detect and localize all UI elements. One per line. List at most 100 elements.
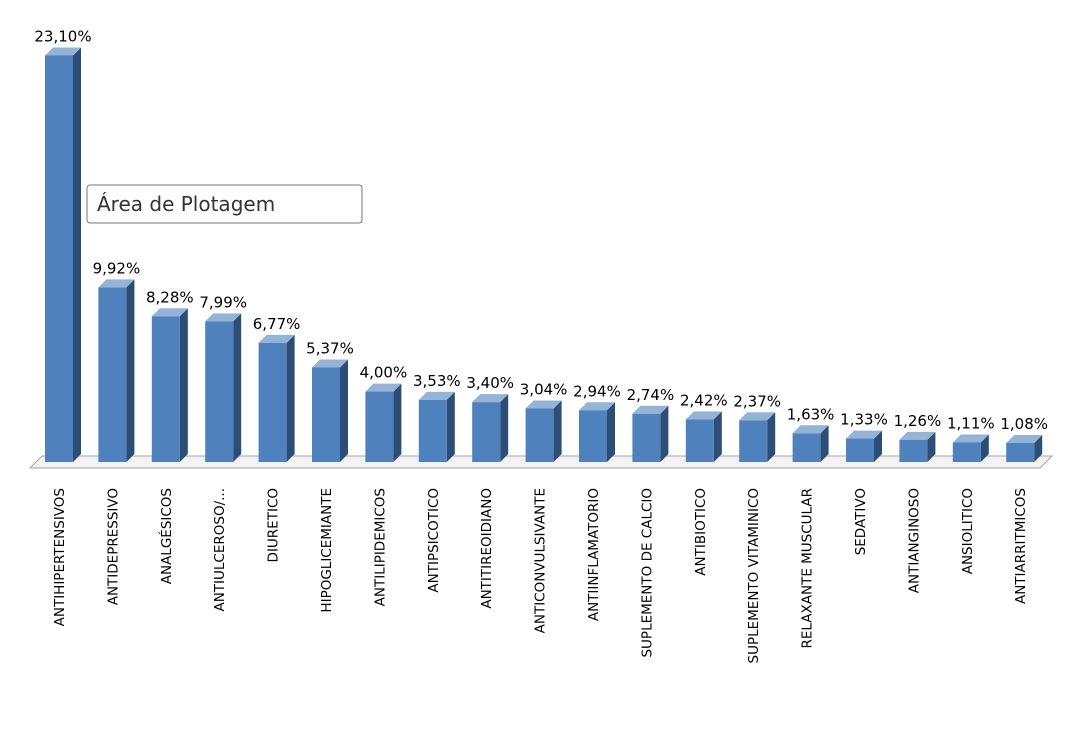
bar xyxy=(525,408,554,462)
bar xyxy=(899,439,928,462)
bar-top xyxy=(472,394,509,403)
x-tick-label: SEDATIVO xyxy=(853,488,869,555)
bar-side xyxy=(340,359,348,462)
value-label: 3,40% xyxy=(466,374,514,392)
value-label: 8,28% xyxy=(146,288,194,306)
bar-top xyxy=(739,412,776,421)
x-tick-label: ANSIOLITICO xyxy=(960,488,976,574)
bar-side xyxy=(286,334,295,462)
value-label: 2,42% xyxy=(680,391,728,409)
bar-top xyxy=(792,425,829,434)
tooltip-text: Área de Plotagem xyxy=(97,192,275,216)
x-tick-label: ANTIULCEROSO/... xyxy=(212,488,228,612)
x-tick-label: ANTIHIPERTENSIVOS xyxy=(52,488,68,626)
bar-side xyxy=(233,313,242,462)
bar-side xyxy=(980,434,989,462)
value-label: 1,63% xyxy=(787,405,835,423)
bar xyxy=(792,433,821,462)
bar-top xyxy=(579,402,615,411)
value-label: 4,00% xyxy=(360,364,408,382)
bar xyxy=(685,419,714,462)
bar-top xyxy=(365,383,402,392)
bar-side xyxy=(73,47,81,462)
bar xyxy=(45,55,73,462)
bar xyxy=(312,367,340,462)
bar-side xyxy=(1034,434,1043,462)
tooltip-box xyxy=(86,184,363,224)
bar xyxy=(98,287,127,462)
x-tick-label: ANTIPSICOTICO xyxy=(426,488,442,593)
bar xyxy=(739,420,768,462)
x-tick-label: ANTIARRITMICOS xyxy=(1013,488,1029,604)
bar xyxy=(258,342,287,462)
x-tick-label: ANTICONVULSIVANTE xyxy=(533,488,549,633)
value-label: 5,37% xyxy=(306,339,354,357)
x-tick-label: ANTIBIOTICO xyxy=(693,488,709,576)
bar-side xyxy=(446,391,455,462)
value-label: 1,26% xyxy=(894,412,942,430)
bar-side xyxy=(660,405,669,462)
bar-top xyxy=(899,431,936,440)
bar-top xyxy=(312,359,348,368)
value-label: 9,92% xyxy=(93,259,141,277)
bar-side xyxy=(927,431,936,462)
bar-top xyxy=(151,308,188,317)
value-label: 2,94% xyxy=(573,382,621,400)
bar xyxy=(151,316,180,462)
value-label: 2,74% xyxy=(627,386,675,404)
bar xyxy=(365,391,394,462)
value-label: 6,77% xyxy=(253,315,301,333)
value-label: 3,53% xyxy=(413,372,461,390)
value-label: 3,04% xyxy=(520,380,568,398)
bar-side xyxy=(553,400,562,462)
x-tick-label: ANTITIREOIDIANO xyxy=(479,488,495,609)
bar-top xyxy=(632,405,669,414)
bar-top xyxy=(205,313,242,322)
bar-side xyxy=(393,383,402,462)
x-tick-label: SUPLEMENTO VITAMINICO xyxy=(746,488,762,664)
value-label: 1,08% xyxy=(1000,415,1048,433)
x-tick-label: SUPLEMENTO DE CALCIO xyxy=(639,488,655,658)
bar-top xyxy=(418,391,455,400)
bar-side xyxy=(820,425,829,462)
value-label: 2,37% xyxy=(733,392,781,410)
bar-side xyxy=(874,430,882,462)
tooltip: Área de Plotagem xyxy=(86,184,363,224)
bar xyxy=(846,438,874,462)
bar-side xyxy=(179,308,188,462)
bar xyxy=(579,410,607,462)
bar-top xyxy=(952,434,989,443)
x-tick-label: ANTILIPIDEMICOS xyxy=(372,488,388,606)
x-tick-label: ANTIDEPRESSIVO xyxy=(105,488,121,605)
bar-top xyxy=(846,430,882,439)
value-label: 7,99% xyxy=(199,293,247,311)
value-label: 1,33% xyxy=(840,411,888,429)
bar xyxy=(632,413,661,462)
x-tick-label: ANTIINFLAMATORIO xyxy=(586,488,602,621)
bar-top xyxy=(525,400,562,409)
bar xyxy=(205,321,234,462)
bar-top xyxy=(685,411,722,420)
x-tick-label: DIURETICO xyxy=(266,488,282,562)
x-tick-label: ANALGÉSICOS xyxy=(158,488,175,584)
bar-side xyxy=(713,411,722,462)
x-tick-label: ANTIANGINOSO xyxy=(906,488,922,593)
bar-top xyxy=(98,279,135,288)
bar xyxy=(952,442,981,462)
bars xyxy=(45,47,1043,462)
value-label: 23,10% xyxy=(34,27,91,45)
bar-side xyxy=(607,402,615,462)
bar xyxy=(472,402,501,462)
bar-top xyxy=(258,334,295,343)
value-label: 1,11% xyxy=(947,414,995,432)
x-tick-label: RELAXANTE MUSCULAR xyxy=(800,488,816,648)
bar xyxy=(418,399,447,462)
bar-side xyxy=(500,394,509,462)
bar-side xyxy=(767,412,776,462)
bar-top xyxy=(45,47,81,56)
bar-top xyxy=(1006,434,1043,443)
bar xyxy=(1006,442,1035,462)
bar-side xyxy=(126,279,135,462)
x-tick-label: HIPOGLICEMIANTE xyxy=(319,488,335,613)
